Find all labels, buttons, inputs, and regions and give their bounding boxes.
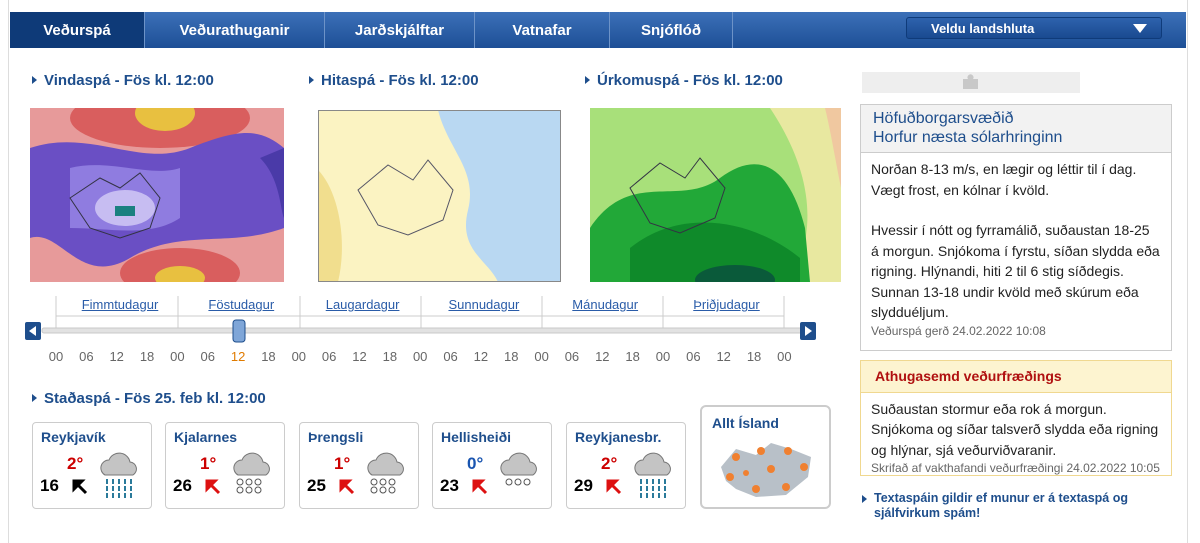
remarks-title: Athugasemd veðurfræðings: [861, 361, 1171, 393]
hour-label[interactable]: 00: [777, 349, 792, 364]
station-wind: 29: [574, 476, 593, 495]
hour-label[interactable]: 00: [655, 349, 671, 364]
hour-label[interactable]: 18: [504, 349, 519, 364]
forecast-paragraph: Hvessir í nótt og fyrramálið, suðaustan …: [871, 222, 1160, 320]
station-title: Staðaspá - Fös 25. feb kl. 12:00: [30, 390, 266, 407]
weather-icon: [233, 452, 270, 494]
remarks-box: Athugasemd veðurfræðings Suðaustan storm…: [860, 360, 1172, 476]
wind-map[interactable]: [30, 108, 284, 282]
wind-arrow: [472, 479, 488, 495]
note-link[interactable]: Textaspáin gildir ef munur er á textaspá…: [860, 491, 1160, 521]
hour-label[interactable]: 00: [48, 349, 64, 364]
issued: Veðurspá gerð 24.02.2022 10:08: [871, 323, 1046, 338]
hour-label[interactable]: 06: [564, 349, 580, 364]
station-name: Þrengsli: [308, 429, 364, 445]
hour-label[interactable]: 06: [686, 349, 701, 364]
region-select[interactable]: Veldu landshluta: [906, 17, 1162, 39]
day-link[interactable]: Laugardagur: [325, 297, 400, 312]
station-temp: 1°: [334, 454, 351, 473]
weather-icon: [500, 452, 537, 486]
weather-icon: [367, 452, 404, 494]
station-card[interactable]: Þrengsli 1° 25: [299, 422, 419, 509]
dropdown-arrow: [1133, 24, 1147, 33]
hour-label[interactable]: 06: [321, 349, 337, 364]
hour-label[interactable]: 18: [261, 349, 276, 364]
nav-tab[interactable]: Vatnafar: [475, 12, 610, 48]
station-name: Reykjavík: [41, 429, 106, 445]
all-iceland-card[interactable]: Allt Ísland: [700, 405, 831, 509]
hour-label[interactable]: 00: [170, 349, 185, 364]
nav-tab[interactable]: Veðurathuganir: [145, 12, 325, 48]
weather-icon: [634, 452, 671, 498]
hour-label[interactable]: 06: [443, 349, 458, 364]
slider-handle[interactable]: [232, 319, 246, 343]
nav-tab[interactable]: Veðurspá: [10, 12, 145, 48]
remarks-issued: Skrifað af vakthafandi veðurfræðingi 24.…: [871, 461, 1160, 475]
station-wind: 23: [440, 476, 459, 495]
forecast-paragraph: Norðan 8-13 m/s, en lægir og léttir til …: [871, 161, 1137, 198]
text-forecast-box: Höfuðborgarsvæðið Horfur næsta sólarhrin…: [860, 104, 1172, 351]
timeline: [25, 296, 816, 343]
hour-label[interactable]: 12: [595, 349, 610, 364]
map-title[interactable]: Úrkomuspá - Fös kl. 12:00: [583, 72, 783, 89]
region-select-label: Veldu landshluta: [931, 21, 1035, 36]
day-link[interactable]: Mánudagur: [572, 297, 639, 312]
station-temp: 0°: [467, 454, 484, 473]
map-title[interactable]: Hitaspá - Fös kl. 12:00: [307, 72, 479, 89]
wind-arrow: [205, 479, 221, 495]
nav-tab[interactable]: Jarðskjálftar: [325, 12, 475, 48]
hour-label[interactable]: 00: [534, 349, 549, 364]
hour-label[interactable]: 06: [200, 349, 215, 364]
day-link[interactable]: Föstudagur: [208, 297, 275, 312]
station-name: Reykjanesbr.: [575, 429, 662, 445]
hour-label[interactable]: 18: [382, 349, 398, 364]
ad-placeholder: [862, 72, 1080, 93]
station-wind: 16: [40, 476, 59, 495]
hour-label[interactable]: 18: [625, 349, 640, 364]
station-name: Hellisheiði: [441, 429, 512, 445]
station-card[interactable]: Kjalarnes 1° 26: [165, 422, 285, 509]
hour-label[interactable]: 12: [473, 349, 489, 364]
station-wind: 25: [307, 476, 326, 495]
station-name: Kjalarnes: [174, 429, 238, 445]
station-wind: 26: [173, 476, 192, 495]
hour-label[interactable]: 12: [352, 349, 367, 364]
station-card[interactable]: Reykjanesbr. 2° 29: [566, 422, 686, 509]
hour-label[interactable]: 12: [230, 349, 246, 364]
hour-label[interactable]: 12: [109, 349, 124, 364]
hour-label[interactable]: 18: [746, 349, 762, 364]
precipitation-map[interactable]: [590, 108, 841, 282]
iceland-icon: [721, 443, 811, 497]
station-temp: 2°: [601, 454, 618, 473]
hour-label[interactable]: 12: [716, 349, 731, 364]
temperature-map[interactable]: [318, 110, 561, 282]
hour-label[interactable]: 18: [139, 349, 155, 364]
station-card[interactable]: Hellisheiði 0° 23: [432, 422, 552, 509]
weather-icon: [100, 452, 137, 498]
wind-arrow: [72, 479, 88, 495]
region-subtitle: Horfur næsta sólarhringinn: [873, 129, 1063, 146]
map-title[interactable]: Vindaspá - Fös kl. 12:00: [30, 72, 214, 89]
nav-tab[interactable]: Snjóflóð: [610, 12, 733, 48]
day-link[interactable]: Þriðjudagur: [693, 297, 760, 312]
day-link[interactable]: Fimmtudagur: [81, 297, 159, 312]
station-card[interactable]: Reykjavík 2° 16: [32, 422, 152, 509]
wind-arrow: [339, 479, 355, 495]
hour-label[interactable]: 06: [79, 349, 94, 364]
station-temp: 1°: [200, 454, 217, 473]
hour-label[interactable]: 00: [412, 349, 428, 364]
hour-label[interactable]: 00: [291, 349, 307, 364]
station-temp: 2°: [67, 454, 84, 473]
day-link[interactable]: Sunnudagur: [448, 297, 520, 312]
all-iceland-label: Allt Ísland: [712, 415, 779, 431]
remarks-text: Suðaustan stormur eða rok á morgun. Snjó…: [871, 400, 1159, 458]
region-title: Höfuðborgarsvæðið: [873, 110, 1014, 127]
wind-arrow: [606, 479, 622, 495]
